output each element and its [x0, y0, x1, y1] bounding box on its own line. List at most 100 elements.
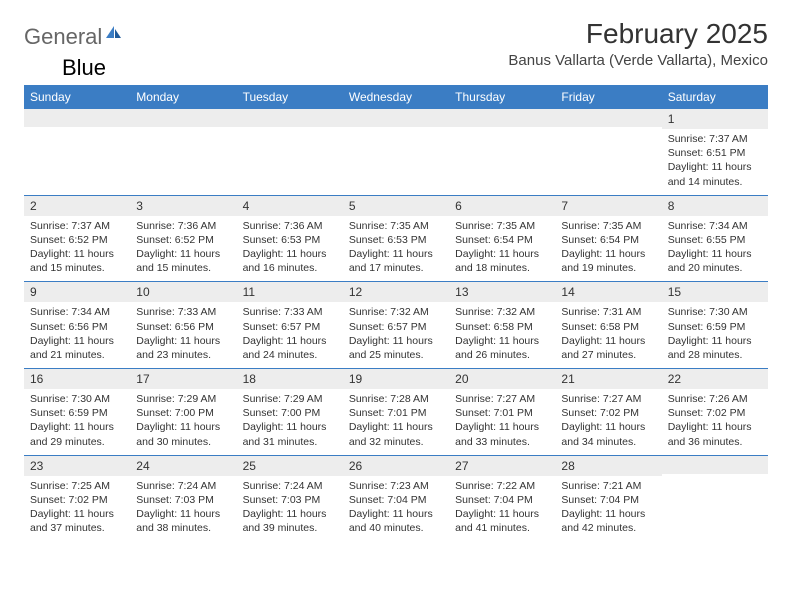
day-line: Sunrise: 7:32 AM [349, 305, 443, 319]
day-line: Daylight: 11 hours and 31 minutes. [243, 420, 337, 448]
day-line: Sunset: 6:54 PM [561, 233, 655, 247]
day-line: Daylight: 11 hours and 15 minutes. [136, 247, 230, 275]
day-number: 28 [555, 456, 661, 476]
day-line: Daylight: 11 hours and 18 minutes. [455, 247, 549, 275]
day-content: Sunrise: 7:30 AMSunset: 6:59 PMDaylight:… [24, 389, 130, 455]
day-cell: 13Sunrise: 7:32 AMSunset: 6:58 PMDayligh… [449, 282, 555, 368]
day-content: Sunrise: 7:32 AMSunset: 6:57 PMDaylight:… [343, 302, 449, 368]
day-line: Sunset: 6:54 PM [455, 233, 549, 247]
day-line: Sunset: 7:03 PM [243, 493, 337, 507]
day-cell: 18Sunrise: 7:29 AMSunset: 7:00 PMDayligh… [237, 369, 343, 455]
day-line: Sunset: 7:00 PM [243, 406, 337, 420]
day-cell: 27Sunrise: 7:22 AMSunset: 7:04 PMDayligh… [449, 456, 555, 542]
logo-text-2-wrap: Blue [62, 55, 122, 81]
day-number: 14 [555, 282, 661, 302]
day-line: Sunset: 7:00 PM [136, 406, 230, 420]
day-line: Daylight: 11 hours and 21 minutes. [30, 334, 124, 362]
day-cell [237, 109, 343, 195]
day-line: Daylight: 11 hours and 29 minutes. [30, 420, 124, 448]
day-line: Daylight: 11 hours and 30 minutes. [136, 420, 230, 448]
day-number: 13 [449, 282, 555, 302]
calendar-page: General February 2025 Banus Vallarta (Ve… [0, 0, 792, 551]
day-line: Daylight: 11 hours and 16 minutes. [243, 247, 337, 275]
day-number: 23 [24, 456, 130, 476]
day-line: Daylight: 11 hours and 23 minutes. [136, 334, 230, 362]
day-line: Sunrise: 7:25 AM [30, 479, 124, 493]
day-line: Sunrise: 7:37 AM [30, 219, 124, 233]
day-number [555, 109, 661, 127]
day-line: Sunrise: 7:35 AM [455, 219, 549, 233]
day-cell: 14Sunrise: 7:31 AMSunset: 6:58 PMDayligh… [555, 282, 661, 368]
day-line: Daylight: 11 hours and 26 minutes. [455, 334, 549, 362]
day-content: Sunrise: 7:27 AMSunset: 7:02 PMDaylight:… [555, 389, 661, 455]
day-content: Sunrise: 7:34 AMSunset: 6:56 PMDaylight:… [24, 302, 130, 368]
day-line: Daylight: 11 hours and 17 minutes. [349, 247, 443, 275]
day-line: Sunset: 7:02 PM [561, 406, 655, 420]
title-block: February 2025 Banus Vallarta (Verde Vall… [508, 18, 768, 69]
day-number [130, 109, 236, 127]
day-cell: 25Sunrise: 7:24 AMSunset: 7:03 PMDayligh… [237, 456, 343, 542]
day-content: Sunrise: 7:35 AMSunset: 6:53 PMDaylight:… [343, 216, 449, 282]
day-number: 10 [130, 282, 236, 302]
day-content: Sunrise: 7:33 AMSunset: 6:56 PMDaylight:… [130, 302, 236, 368]
day-content: Sunrise: 7:35 AMSunset: 6:54 PMDaylight:… [555, 216, 661, 282]
day-cell: 1Sunrise: 7:37 AMSunset: 6:51 PMDaylight… [662, 109, 768, 195]
day-line: Sunset: 7:04 PM [561, 493, 655, 507]
day-number: 26 [343, 456, 449, 476]
day-line: Daylight: 11 hours and 39 minutes. [243, 507, 337, 535]
weekday-thursday: Thursday [449, 85, 555, 109]
day-line: Sunrise: 7:35 AM [561, 219, 655, 233]
day-number: 15 [662, 282, 768, 302]
day-line: Daylight: 11 hours and 32 minutes. [349, 420, 443, 448]
day-content [237, 127, 343, 189]
day-cell: 6Sunrise: 7:35 AMSunset: 6:54 PMDaylight… [449, 196, 555, 282]
day-line: Sunrise: 7:31 AM [561, 305, 655, 319]
day-number: 20 [449, 369, 555, 389]
day-line: Sunrise: 7:33 AM [243, 305, 337, 319]
day-number: 9 [24, 282, 130, 302]
day-line: Daylight: 11 hours and 38 minutes. [136, 507, 230, 535]
day-cell [662, 456, 768, 542]
day-line: Sunset: 6:58 PM [455, 320, 549, 334]
week-row: 1Sunrise: 7:37 AMSunset: 6:51 PMDaylight… [24, 109, 768, 195]
weeks-container: 1Sunrise: 7:37 AMSunset: 6:51 PMDaylight… [24, 109, 768, 541]
day-cell: 4Sunrise: 7:36 AMSunset: 6:53 PMDaylight… [237, 196, 343, 282]
day-cell: 9Sunrise: 7:34 AMSunset: 6:56 PMDaylight… [24, 282, 130, 368]
day-content: Sunrise: 7:32 AMSunset: 6:58 PMDaylight:… [449, 302, 555, 368]
day-number: 7 [555, 196, 661, 216]
day-line: Sunrise: 7:28 AM [349, 392, 443, 406]
day-content: Sunrise: 7:24 AMSunset: 7:03 PMDaylight:… [130, 476, 236, 542]
day-cell: 5Sunrise: 7:35 AMSunset: 6:53 PMDaylight… [343, 196, 449, 282]
day-content [130, 127, 236, 189]
calendar: Sunday Monday Tuesday Wednesday Thursday… [24, 85, 768, 541]
day-number: 8 [662, 196, 768, 216]
day-content: Sunrise: 7:30 AMSunset: 6:59 PMDaylight:… [662, 302, 768, 368]
day-line: Daylight: 11 hours and 19 minutes. [561, 247, 655, 275]
day-line: Daylight: 11 hours and 42 minutes. [561, 507, 655, 535]
header: General February 2025 Banus Vallarta (Ve… [24, 18, 768, 69]
day-content: Sunrise: 7:21 AMSunset: 7:04 PMDaylight:… [555, 476, 661, 542]
day-line: Daylight: 11 hours and 40 minutes. [349, 507, 443, 535]
day-line: Sunset: 6:52 PM [136, 233, 230, 247]
day-content: Sunrise: 7:22 AMSunset: 7:04 PMDaylight:… [449, 476, 555, 542]
day-line: Sunrise: 7:21 AM [561, 479, 655, 493]
day-line: Daylight: 11 hours and 33 minutes. [455, 420, 549, 448]
day-cell: 10Sunrise: 7:33 AMSunset: 6:56 PMDayligh… [130, 282, 236, 368]
day-line: Sunrise: 7:35 AM [349, 219, 443, 233]
day-line: Daylight: 11 hours and 41 minutes. [455, 507, 549, 535]
day-cell: 11Sunrise: 7:33 AMSunset: 6:57 PMDayligh… [237, 282, 343, 368]
day-line: Daylight: 11 hours and 20 minutes. [668, 247, 762, 275]
day-line: Sunset: 6:59 PM [30, 406, 124, 420]
day-cell: 17Sunrise: 7:29 AMSunset: 7:00 PMDayligh… [130, 369, 236, 455]
day-content: Sunrise: 7:37 AMSunset: 6:52 PMDaylight:… [24, 216, 130, 282]
day-line: Sunset: 7:03 PM [136, 493, 230, 507]
day-number: 2 [24, 196, 130, 216]
day-content [662, 474, 768, 536]
day-content: Sunrise: 7:24 AMSunset: 7:03 PMDaylight:… [237, 476, 343, 542]
day-number: 4 [237, 196, 343, 216]
day-line: Daylight: 11 hours and 34 minutes. [561, 420, 655, 448]
day-number: 27 [449, 456, 555, 476]
day-cell: 21Sunrise: 7:27 AMSunset: 7:02 PMDayligh… [555, 369, 661, 455]
weekday-sunday: Sunday [24, 85, 130, 109]
day-line: Sunrise: 7:24 AM [243, 479, 337, 493]
